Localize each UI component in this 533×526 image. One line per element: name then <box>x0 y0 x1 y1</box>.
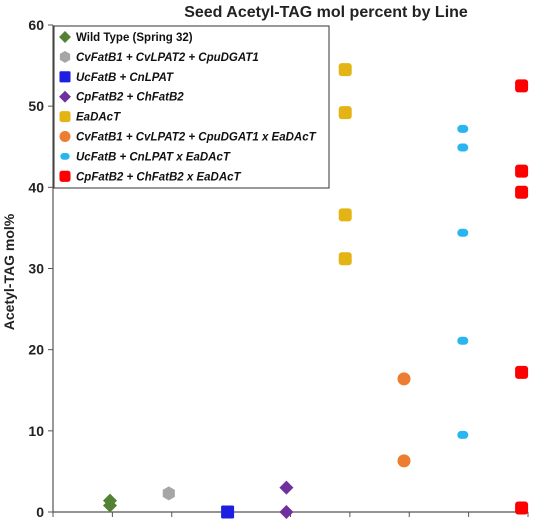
legend-entry: CpFatB2 + ChFatB2 <box>59 90 184 104</box>
data-point <box>338 63 352 77</box>
legend-entry: EaDAcT <box>59 111 121 124</box>
data-point <box>515 501 529 515</box>
legend-marker <box>59 31 71 43</box>
legend-box <box>53 25 330 189</box>
legend-label: CpFatB2 + ChFatB2 x EaDAcT <box>76 171 242 183</box>
series-8 <box>515 79 529 515</box>
data-point <box>221 505 235 519</box>
y-tick-labels: 0 10 20 30 40 50 60 <box>28 17 53 520</box>
legend-marker <box>59 170 71 182</box>
data-point <box>279 480 294 495</box>
series-4 <box>279 480 294 519</box>
legend-entry: CvFatB1 + CvLPAT2 + CpuDGAT1 <box>59 50 259 64</box>
data-point <box>515 79 529 93</box>
legend-label: EaDAcT <box>76 112 121 124</box>
data-point <box>457 430 469 439</box>
legend-marker <box>60 153 70 160</box>
data-point <box>457 124 469 133</box>
chart-title: Seed Acetyl-TAG mol percent by Line <box>184 4 468 21</box>
y-tick-label: 10 <box>28 423 44 439</box>
data-point <box>397 454 411 468</box>
legend-label: CvFatB1 + CvLPAT2 + CpuDGAT1 <box>76 52 259 64</box>
legend-marker <box>59 50 71 63</box>
data-point <box>515 164 529 178</box>
legend-entry: CpFatB2 + ChFatB2 x EaDAcT <box>59 170 242 183</box>
data-point <box>103 493 117 508</box>
series-2 <box>162 486 175 501</box>
data-point <box>457 143 469 152</box>
y-tick-label: 20 <box>28 342 44 358</box>
data-point <box>515 185 529 199</box>
y-tick-label: 60 <box>28 17 44 33</box>
data-point <box>397 372 411 386</box>
series-7 <box>457 124 469 439</box>
legend-entry: UcFatB + CnLPAT x EaDAcT <box>60 151 231 163</box>
legend-label: UcFatB + CnLPAT <box>76 72 174 84</box>
data-points <box>103 63 529 519</box>
legend-marker <box>59 71 71 83</box>
data-point <box>338 106 352 120</box>
y-tick-label: 0 <box>36 504 44 520</box>
series-5 <box>338 63 352 266</box>
data-point <box>457 228 469 237</box>
data-point <box>279 505 294 519</box>
legend-label: Wild Type (Spring 32) <box>76 32 193 44</box>
data-point <box>338 208 352 222</box>
legend-entry: CvFatB1 + CvLPAT2 + CpuDGAT1 x EaDAcT <box>59 130 317 144</box>
data-point <box>457 336 469 345</box>
legend-label: CpFatB2 + ChFatB2 <box>76 92 184 104</box>
legend: Wild Type (Spring 32) CvFatB1 + CvLPAT2 +… <box>53 25 330 189</box>
y-axis-label: Acetyl-TAG mol% <box>1 213 17 330</box>
legend-label: UcFatB + CnLPAT x EaDAcT <box>76 151 231 163</box>
legend-entry: Wild Type (Spring 32) <box>59 31 193 44</box>
data-point <box>338 252 352 266</box>
legend-marker <box>59 111 71 123</box>
y-tick-label: 40 <box>28 179 44 195</box>
legend-marker <box>59 90 71 103</box>
legend-label: CvFatB1 + CvLPAT2 + CpuDGAT1 x EaDAcT <box>76 132 317 144</box>
series-1 <box>103 493 117 513</box>
series-3 <box>221 505 235 519</box>
data-point <box>162 486 175 501</box>
data-point <box>515 365 529 379</box>
y-tick-label: 50 <box>28 98 44 114</box>
y-tick-label: 30 <box>28 261 44 277</box>
series-6 <box>397 372 411 468</box>
legend-entry: UcFatB + CnLPAT <box>59 71 174 84</box>
legend-marker <box>59 130 71 143</box>
